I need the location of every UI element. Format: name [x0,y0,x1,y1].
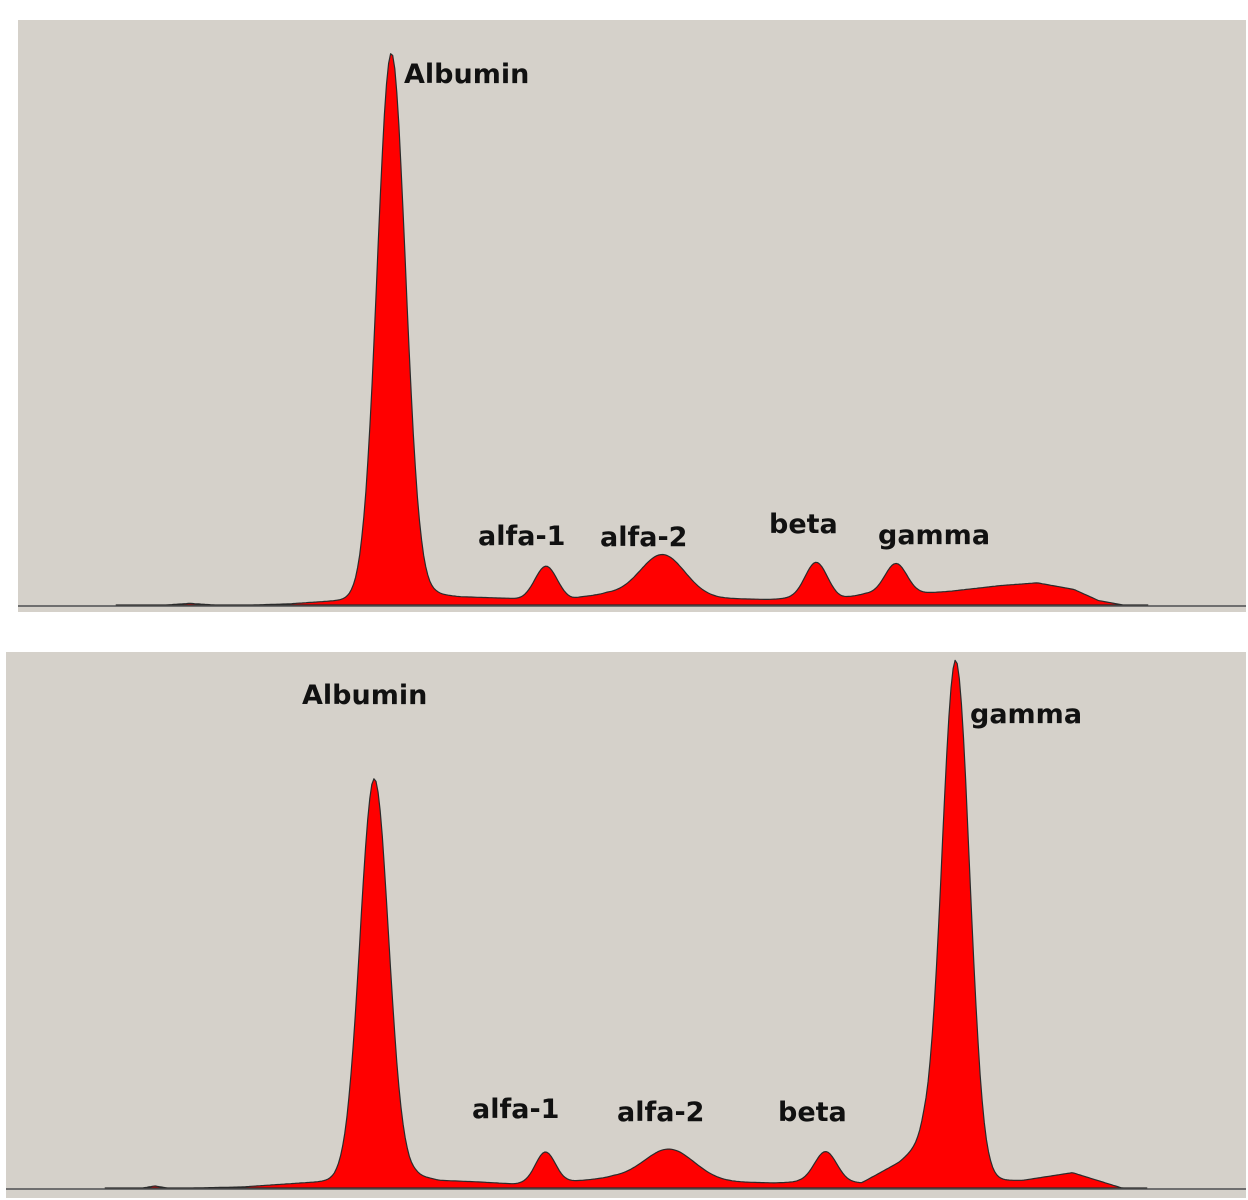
label-albumin: Albumin [404,59,529,90]
electrophoresis-chart-normal: Albumin alfa-1 alfa-2 beta gamma [18,20,1246,612]
label-alfa-2: alfa-2 [617,1097,704,1128]
panel-background [6,652,1246,1198]
panel-background [18,20,1246,612]
protein-trace-area [104,659,1148,1189]
label-beta: beta [769,509,838,540]
chart-svg-normal: Albumin alfa-1 alfa-2 beta gamma [18,20,1246,612]
electrophoresis-chart-gamma-spike: Albumin alfa-1 alfa-2 beta gamma [6,652,1246,1198]
chart-svg-gamma-spike: Albumin alfa-1 alfa-2 beta gamma [6,652,1246,1198]
label-alfa-1: alfa-1 [472,1094,559,1125]
protein-trace-area [115,53,1149,606]
label-gamma: gamma [970,699,1082,730]
label-gamma: gamma [878,520,990,551]
label-alfa-1: alfa-1 [478,521,565,552]
label-albumin: Albumin [302,680,427,711]
label-alfa-2: alfa-2 [600,522,687,553]
label-beta: beta [778,1097,847,1128]
